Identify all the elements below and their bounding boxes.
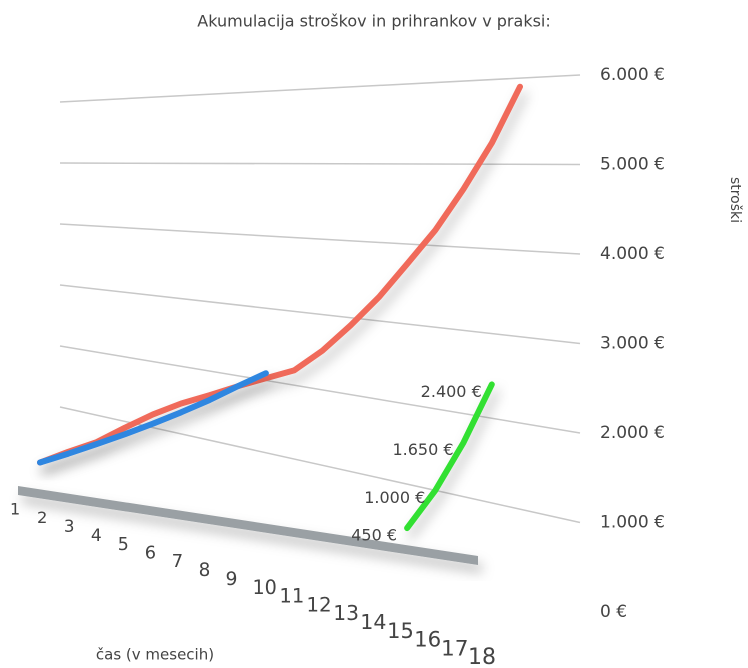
data-line xyxy=(404,381,495,532)
chart-title: Akumulacija stroškov in prihrankov v pra… xyxy=(197,12,551,31)
y-tick-label: 0 € xyxy=(600,602,627,622)
y-axis-label: stroški xyxy=(727,177,743,223)
data-label: 2.400 € xyxy=(421,382,482,401)
y-tick-label: 2.000 € xyxy=(600,423,665,443)
y-tick-label: 3.000 € xyxy=(600,334,665,354)
x-tick-label: 12 xyxy=(306,593,331,616)
grid-line xyxy=(59,162,581,166)
x-tick-label: 14 xyxy=(360,610,386,634)
plot: 450 € 1.000 € 1.650 € 2.400 € xyxy=(37,83,523,545)
x-tick-label: 6 xyxy=(145,544,156,564)
x-tick-label: 13 xyxy=(333,601,359,625)
x-tick-label: 7 xyxy=(172,551,184,572)
x-tick-label: 11 xyxy=(279,585,304,608)
x-tick-label: 18 xyxy=(468,645,496,668)
x-tick-label: 10 xyxy=(252,576,276,599)
grid-line xyxy=(59,345,581,434)
y-tick-label: 4.000 € xyxy=(600,244,665,264)
data-label: 1.650 € xyxy=(392,440,453,459)
data-label: 1.000 € xyxy=(364,488,425,507)
grid-line xyxy=(59,74,581,103)
data-line xyxy=(37,83,523,466)
x-tick-label: 3 xyxy=(64,516,75,536)
x-tick-label: 2 xyxy=(37,508,47,527)
x-tick-label: 8 xyxy=(199,560,211,581)
x-axis-bar xyxy=(18,486,478,565)
data-line xyxy=(37,370,269,466)
grid xyxy=(59,74,581,524)
x-tick-label: 17 xyxy=(441,636,469,661)
grid-line xyxy=(59,284,581,345)
y-tick-label: 5.000 € xyxy=(600,155,665,175)
y-tick-label: 1.000 € xyxy=(600,513,665,533)
x-tick-label: 5 xyxy=(118,535,129,555)
y-tick-label: 6.000 € xyxy=(600,65,665,85)
x-tick-label: 1 xyxy=(10,500,20,519)
x-axis-label: čas (v mesecih) xyxy=(96,646,214,664)
x-tick-label: 16 xyxy=(414,628,441,653)
data-label: 450 € xyxy=(351,526,397,545)
x-tick-label: 15 xyxy=(387,619,414,643)
x-tick-label: 4 xyxy=(91,526,102,546)
x-tick-label: 9 xyxy=(226,569,238,590)
grid-line xyxy=(59,223,581,255)
